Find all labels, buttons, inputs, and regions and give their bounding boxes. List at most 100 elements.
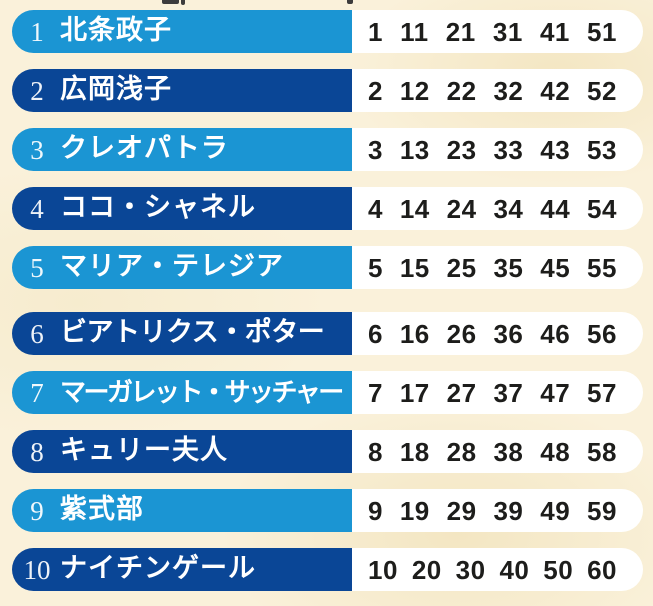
- number-panel: 1 11 21 31 41 51: [352, 10, 643, 53]
- pick-number: 10: [368, 554, 398, 585]
- table-row: 7 マーガレット・サッチャー 7 17 27 37 47 57: [0, 371, 653, 414]
- pick-number: 27: [446, 377, 477, 408]
- pick-number: 45: [540, 252, 571, 283]
- pick-number: 14: [399, 193, 430, 224]
- rank-number: 9: [30, 496, 44, 526]
- pick-number: 42: [540, 75, 571, 106]
- name-pill: 5 マリア・テレジア: [12, 246, 352, 289]
- pick-number: 44: [540, 193, 571, 224]
- pick-number: 15: [399, 252, 430, 283]
- pick-number: 1: [368, 16, 383, 47]
- pick-number: 36: [493, 318, 524, 349]
- pick-number: 43: [540, 134, 571, 165]
- rank-number: 4: [30, 194, 44, 224]
- table-row: 10 ナイチンゲール 10 20 30 40 50 60: [0, 548, 653, 591]
- person-name: ナイチンゲール: [60, 553, 256, 583]
- person-name: キュリー夫人: [60, 435, 228, 465]
- pick-number: 35: [493, 252, 524, 283]
- pick-number: 56: [587, 318, 617, 349]
- name-pill: 1 北条政子: [12, 10, 352, 53]
- person-name: ココ・シャネル: [60, 192, 256, 222]
- pick-number: 39: [493, 495, 524, 526]
- pick-number: 57: [587, 377, 617, 408]
- pick-number: 22: [446, 75, 477, 106]
- number-panel: 8 18 28 38 48 58: [352, 430, 643, 473]
- table-row: 2 広岡浅子 2 12 22 32 42 52: [0, 69, 653, 112]
- pick-number: 2: [368, 75, 383, 106]
- pick-number: 9: [368, 495, 383, 526]
- pick-number: 7: [368, 377, 383, 408]
- pick-number: 49: [540, 495, 571, 526]
- pick-number: 30: [455, 554, 486, 585]
- number-panel: 2 12 22 32 42 52: [352, 69, 643, 112]
- pick-number: 16: [399, 318, 430, 349]
- rank-number: 8: [30, 437, 44, 467]
- pick-number: 46: [540, 318, 571, 349]
- pick-number: 19: [399, 495, 430, 526]
- person-name: マーガレット・サッチャー: [60, 376, 344, 407]
- person-name: マリア・テレジア: [60, 251, 284, 281]
- pick-number: 37: [493, 377, 524, 408]
- cropped-text-fragment: [162, 0, 179, 4]
- pick-number: 47: [540, 377, 571, 408]
- name-number-table: 1 北条政子 1 11 21 31 41 51 2 広岡浅子 2 12 22 32 42 52 3 …: [0, 10, 653, 591]
- number-panel: 6 16 26 36 46 56: [352, 312, 643, 355]
- pick-number: 13: [399, 134, 430, 165]
- pick-number: 6: [368, 318, 383, 349]
- pick-number: 23: [446, 134, 477, 165]
- pick-number: 18: [399, 436, 430, 467]
- name-pill: 10 ナイチンゲール: [12, 548, 352, 591]
- number-panel: 5 15 25 35 45 55: [352, 246, 643, 289]
- pick-number: 21: [445, 16, 476, 47]
- pick-number: 34: [493, 193, 524, 224]
- number-panel: 4 14 24 34 44 54: [352, 187, 643, 230]
- name-pill: 8 キュリー夫人: [12, 430, 352, 473]
- name-pill: 6 ビアトリクス・ポター: [12, 312, 352, 355]
- pick-number: 60: [587, 554, 617, 585]
- table-row: 4 ココ・シャネル 4 14 24 34 44 54: [0, 187, 653, 230]
- pick-number: 51: [587, 16, 617, 47]
- name-pill: 7 マーガレット・サッチャー: [12, 371, 352, 414]
- pick-number: 59: [587, 495, 617, 526]
- rank-number: 3: [30, 135, 44, 165]
- pick-number: 54: [587, 193, 617, 224]
- rank-number: 5: [30, 253, 44, 283]
- pick-number: 8: [368, 436, 383, 467]
- pick-number: 12: [399, 75, 430, 106]
- cropped-text-fragment: [347, 0, 353, 4]
- person-name: 紫式部: [60, 494, 144, 524]
- pick-number: 24: [446, 193, 477, 224]
- pick-number: 58: [587, 436, 617, 467]
- pick-number: 50: [543, 554, 574, 585]
- rank-number: 10: [23, 555, 51, 585]
- pick-number: 28: [446, 436, 477, 467]
- pick-number: 26: [446, 318, 477, 349]
- name-pill: 4 ココ・シャネル: [12, 187, 352, 230]
- person-name: クレオパトラ: [60, 133, 229, 163]
- pick-number: 3: [368, 134, 383, 165]
- person-name: 北条政子: [60, 15, 172, 45]
- pick-number: 31: [492, 16, 523, 47]
- rank-number: 1: [30, 17, 44, 47]
- name-pill: 2 広岡浅子: [12, 69, 352, 112]
- person-name: ビアトリクス・ポター: [60, 317, 325, 347]
- number-panel: 9 19 29 39 49 59: [352, 489, 643, 532]
- number-panel: 10 20 30 40 50 60: [352, 548, 643, 591]
- pick-number: 52: [587, 75, 617, 106]
- rank-number: 7: [30, 378, 44, 408]
- name-pill: 9 紫式部: [12, 489, 352, 532]
- pick-number: 55: [587, 252, 617, 283]
- cropped-text-fragment: [181, 0, 185, 5]
- pick-number: 53: [587, 134, 617, 165]
- table-row: 1 北条政子 1 11 21 31 41 51: [0, 10, 653, 53]
- number-panel: 3 13 23 33 43 53: [352, 128, 643, 171]
- pick-number: 20: [411, 554, 442, 585]
- pick-number: 33: [493, 134, 524, 165]
- pick-number: 4: [368, 193, 383, 224]
- pick-number: 48: [540, 436, 571, 467]
- table-row: 6 ビアトリクス・ポター 6 16 26 36 46 56: [0, 312, 653, 355]
- name-pill: 3 クレオパトラ: [12, 128, 352, 171]
- pick-number: 41: [539, 16, 570, 47]
- pick-number: 11: [400, 16, 429, 47]
